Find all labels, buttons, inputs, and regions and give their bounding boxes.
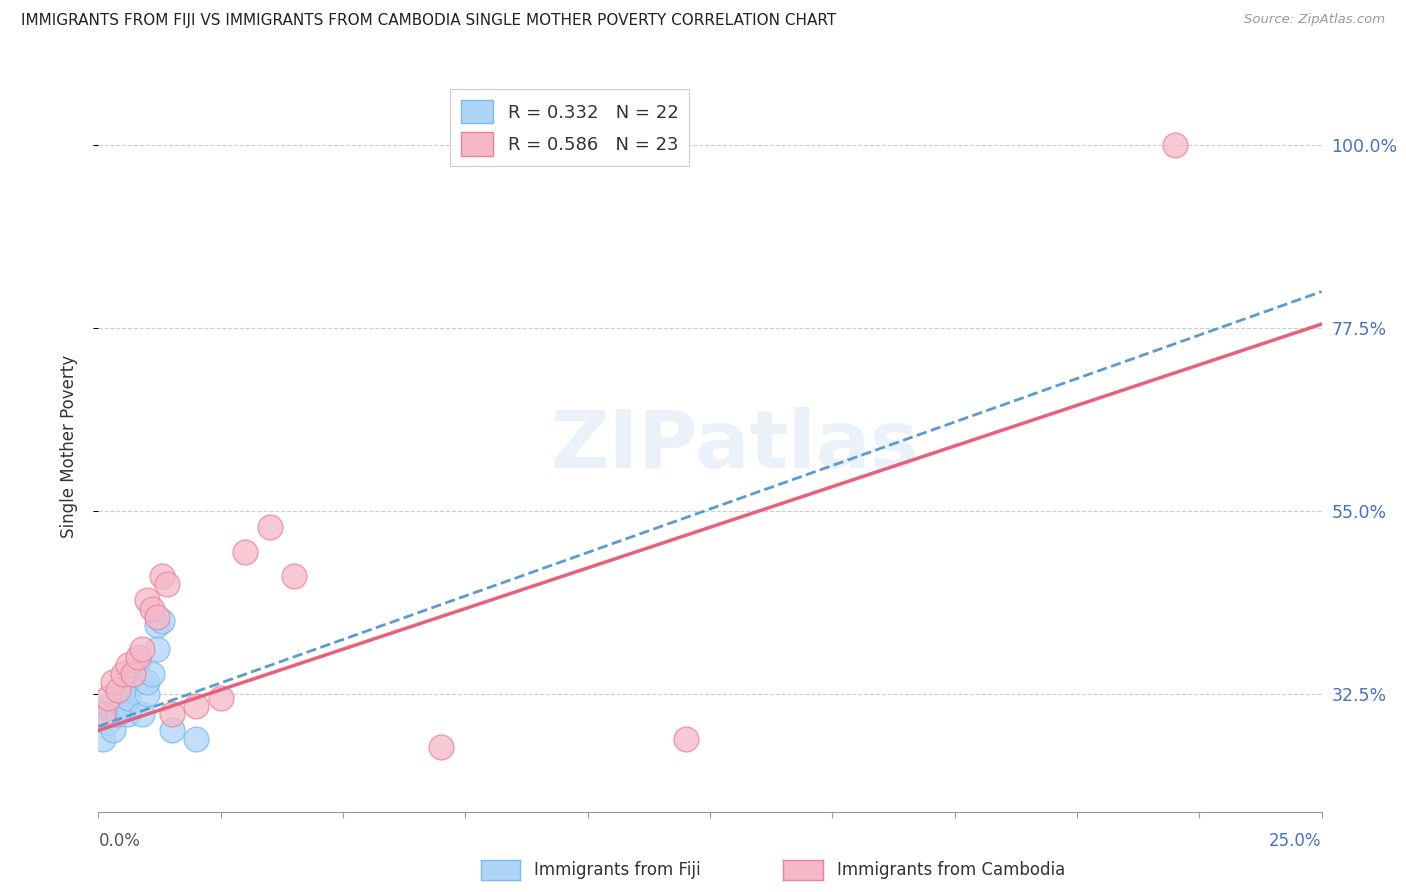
- Point: [283, 569, 305, 583]
- Text: Immigrants from Cambodia: Immigrants from Cambodia: [837, 861, 1064, 879]
- Point: [101, 723, 124, 738]
- Point: [430, 739, 453, 754]
- Point: [675, 731, 697, 746]
- Point: [131, 707, 153, 722]
- Point: [121, 663, 143, 677]
- Point: [111, 666, 134, 681]
- Point: [146, 617, 169, 632]
- Text: Immigrants from Fiji: Immigrants from Fiji: [534, 861, 702, 879]
- Point: [101, 674, 124, 689]
- Point: [156, 577, 179, 591]
- Text: 0.0%: 0.0%: [98, 832, 141, 850]
- Point: [150, 569, 173, 583]
- Point: [136, 674, 159, 689]
- Text: ZIPatlas: ZIPatlas: [550, 407, 918, 485]
- Point: [107, 682, 129, 697]
- Point: [141, 666, 163, 681]
- Point: [91, 707, 114, 722]
- Text: IMMIGRANTS FROM FIJI VS IMMIGRANTS FROM CAMBODIA SINGLE MOTHER POVERTY CORRELATI: IMMIGRANTS FROM FIJI VS IMMIGRANTS FROM …: [21, 13, 837, 29]
- Point: [97, 690, 120, 705]
- Point: [146, 609, 169, 624]
- Point: [117, 707, 139, 722]
- Point: [141, 601, 163, 615]
- Point: [136, 593, 159, 607]
- Point: [233, 544, 256, 558]
- Point: [209, 690, 232, 705]
- Point: [117, 690, 139, 705]
- Text: Source: ZipAtlas.com: Source: ZipAtlas.com: [1244, 13, 1385, 27]
- Point: [1164, 138, 1187, 153]
- Point: [107, 690, 129, 705]
- Point: [160, 707, 183, 722]
- Point: [186, 699, 208, 714]
- Point: [127, 650, 149, 665]
- Point: [91, 731, 114, 746]
- Point: [127, 654, 149, 668]
- Point: [111, 682, 134, 697]
- Point: [117, 658, 139, 673]
- Point: [136, 687, 159, 701]
- Text: 25.0%: 25.0%: [1270, 832, 1322, 850]
- Legend: R = 0.332   N = 22, R = 0.586   N = 23: R = 0.332 N = 22, R = 0.586 N = 23: [450, 89, 689, 167]
- Y-axis label: Single Mother Poverty: Single Mother Poverty: [59, 354, 77, 538]
- Point: [101, 707, 124, 722]
- Point: [121, 666, 143, 681]
- Point: [186, 731, 208, 746]
- Point: [107, 707, 129, 722]
- Point: [131, 642, 153, 657]
- Point: [150, 614, 173, 628]
- Point: [146, 642, 169, 657]
- Point: [160, 723, 183, 738]
- Point: [97, 699, 120, 714]
- Point: [97, 715, 120, 730]
- Point: [111, 699, 134, 714]
- Point: [259, 520, 281, 534]
